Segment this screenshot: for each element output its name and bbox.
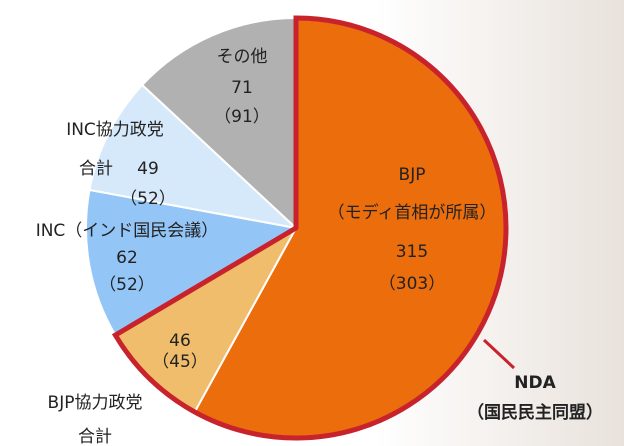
chart: BJP （モディ首相が所属） 315 （303） BJP協力政党合計 46（45） INC（…	[0, 0, 624, 446]
category-label: （モディ首相が所属）	[328, 202, 497, 223]
category-label: 合計	[79, 159, 113, 179]
value-label: 71	[231, 78, 253, 98]
annotation-text: （国民民主同盟）	[467, 402, 603, 423]
value-label: 49	[137, 159, 159, 179]
previous-value-label: （91）	[214, 107, 270, 127]
value-label: 46	[169, 331, 191, 351]
annotation-text: NDA	[514, 373, 556, 393]
previous-value-label: （52）	[99, 275, 155, 295]
category-label: BJP	[399, 165, 426, 185]
category-label: BJP協力政党	[48, 393, 143, 413]
previous-value-label: （52）	[120, 189, 176, 209]
category-label: 合計	[78, 427, 112, 446]
previous-value-label: （45）	[152, 352, 208, 372]
category-label: INC協力政党	[66, 120, 164, 140]
category-label: INC（インド国民会議）	[36, 221, 219, 241]
previous-value-label: （303）	[379, 274, 445, 294]
value-label: 62	[116, 248, 138, 268]
category-label: その他	[217, 47, 268, 67]
value-label: 315	[396, 242, 428, 262]
